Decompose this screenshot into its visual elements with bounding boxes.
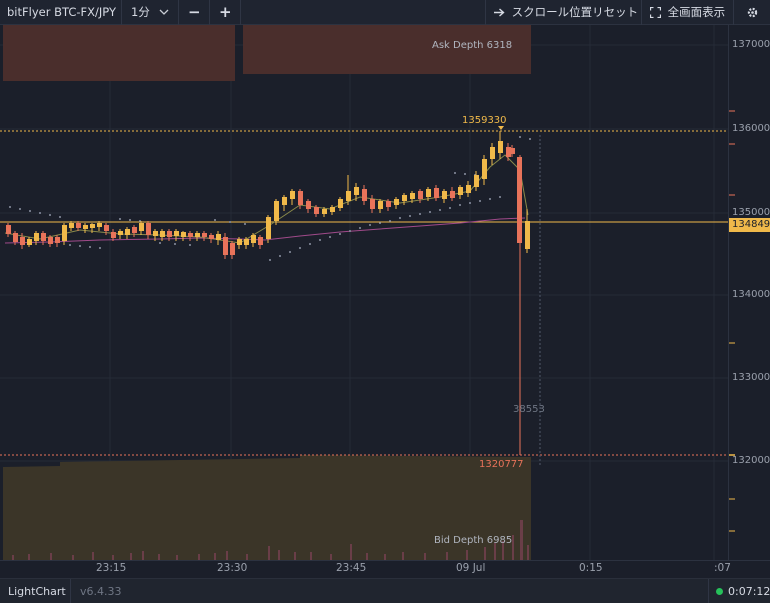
zoom-out-button[interactable]: − bbox=[188, 3, 201, 21]
time-tick: 0:15 bbox=[579, 562, 603, 574]
clock-label: 0:07:12 bbox=[728, 585, 770, 598]
high-price-marker: 1359330 bbox=[462, 115, 507, 126]
toolbar-divider bbox=[178, 0, 179, 25]
bid-depth-label: Bid Depth 6985 bbox=[434, 535, 513, 546]
app-name: LightChart bbox=[8, 585, 66, 598]
fullscreen-button[interactable]: 全画面表示 bbox=[649, 0, 726, 25]
time-tick: :07 bbox=[714, 562, 731, 574]
price-tick: 1370000 bbox=[732, 39, 770, 50]
price-chart[interactable] bbox=[0, 25, 728, 560]
status-divider bbox=[70, 579, 71, 603]
price-tick: 1340000 bbox=[732, 289, 770, 300]
ask-depth-area bbox=[3, 25, 531, 81]
fullscreen-label: 全画面表示 bbox=[667, 5, 726, 19]
price-axis-markers bbox=[729, 110, 735, 532]
settings-button[interactable] bbox=[746, 0, 759, 25]
status-bar: LightChart v6.4.33 0:07:12 bbox=[0, 578, 770, 603]
candlesticks bbox=[6, 131, 530, 455]
high-marker-icon bbox=[498, 126, 504, 130]
toolbar-divider bbox=[209, 0, 210, 25]
price-tick: 1330000 bbox=[732, 372, 770, 383]
gear-icon bbox=[746, 5, 759, 19]
version-label: v6.4.33 bbox=[80, 585, 122, 598]
symbol-selector[interactable]: bitFlyer BTC-FX/JPY bbox=[7, 5, 116, 19]
scroll-reset-label: スクロール位置リセット bbox=[511, 5, 639, 19]
price-tick: 1360000 bbox=[732, 123, 770, 134]
price-tick: 1350000 bbox=[732, 207, 770, 218]
current-price-badge: 1348493 bbox=[729, 218, 770, 232]
toolbar-divider bbox=[240, 0, 241, 25]
moving-average-long bbox=[4, 217, 526, 244]
zoom-in-button[interactable]: + bbox=[219, 3, 232, 21]
time-tick: 23:45 bbox=[336, 562, 367, 574]
ask-depth-label: Ask Depth 6318 bbox=[432, 40, 513, 51]
toolbar-divider bbox=[121, 0, 122, 25]
status-divider bbox=[708, 579, 709, 603]
toolbar: bitFlyer BTC-FX/JPY 1分 − + スクロール位置リセット 全… bbox=[0, 0, 770, 25]
fullscreen-icon bbox=[649, 5, 668, 19]
arrow-right-icon bbox=[494, 5, 512, 19]
time-tick: 23:30 bbox=[217, 562, 248, 574]
toolbar-divider bbox=[485, 0, 486, 25]
toolbar-divider bbox=[733, 0, 734, 25]
price-tick: 1320000 bbox=[732, 455, 770, 466]
price-axis[interactable] bbox=[728, 25, 770, 560]
toolbar-divider bbox=[641, 0, 642, 25]
time-tick: 09 Jul bbox=[456, 562, 486, 574]
volume-readout: 38553 bbox=[513, 404, 545, 415]
chevron-down-icon bbox=[156, 5, 170, 19]
scroll-reset-button[interactable]: スクロール位置リセット bbox=[494, 0, 638, 25]
sar-dots bbox=[9, 136, 531, 261]
time-tick: 23:15 bbox=[96, 562, 127, 574]
interval-label: 1分 bbox=[131, 5, 150, 19]
interval-selector[interactable]: 1分 bbox=[131, 0, 169, 25]
volume-bars bbox=[12, 520, 529, 560]
bid-depth-area bbox=[3, 455, 531, 560]
low-price-marker: 1320777 bbox=[479, 459, 524, 470]
time-axis[interactable] bbox=[0, 560, 770, 578]
connection-status-icon bbox=[716, 588, 723, 595]
